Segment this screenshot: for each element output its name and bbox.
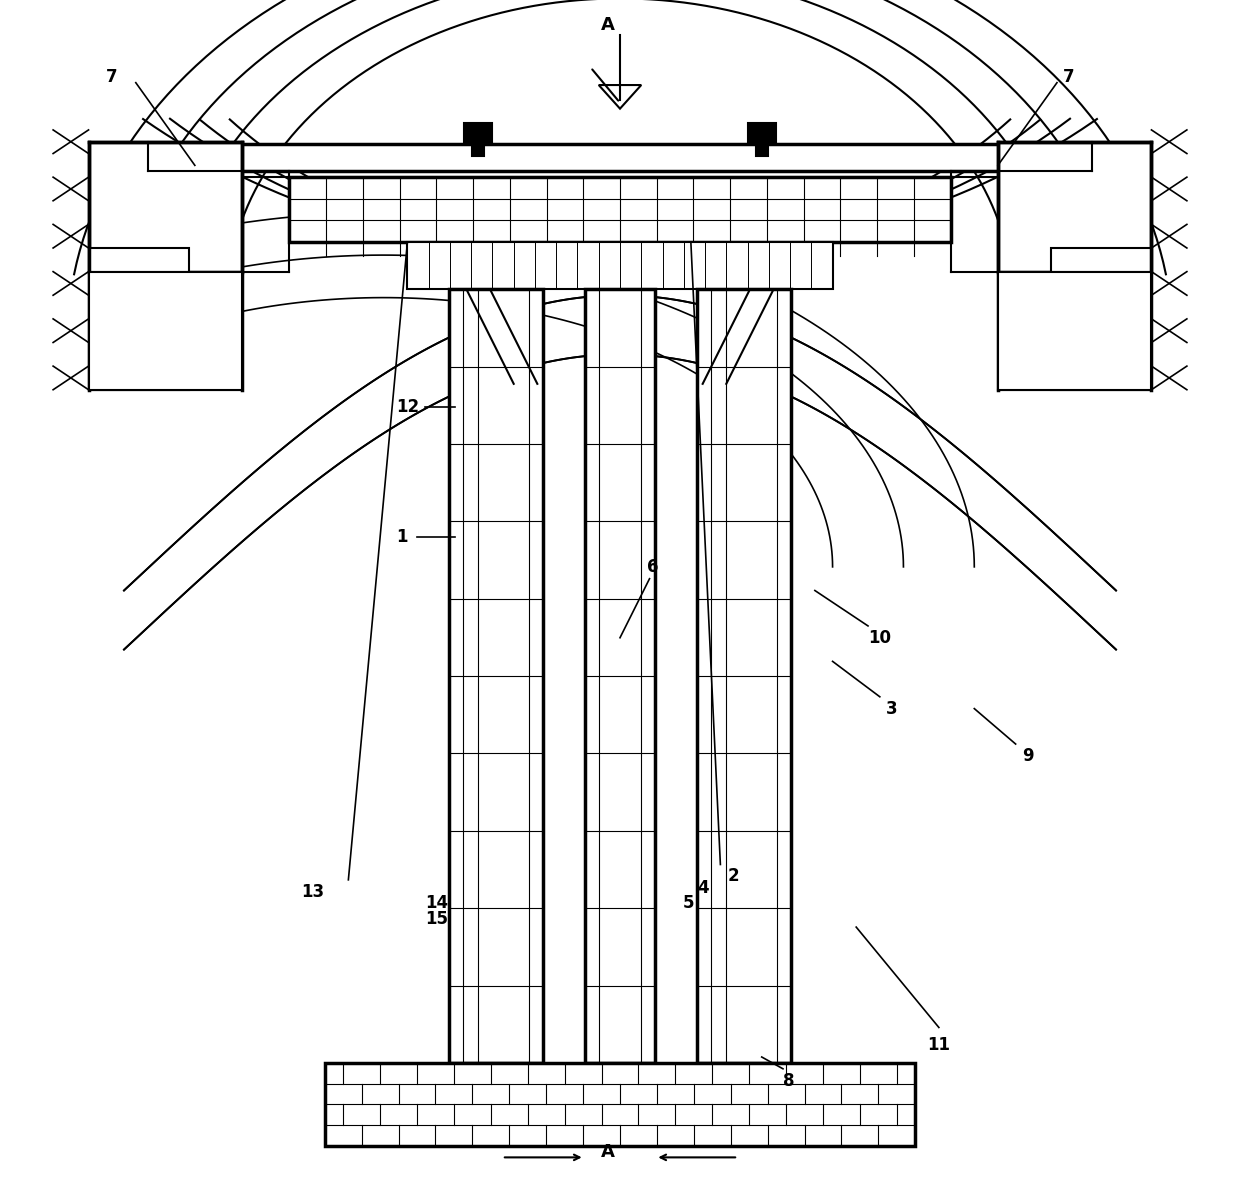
Bar <box>88 142 242 272</box>
Text: 5: 5 <box>683 894 694 913</box>
Bar <box>289 177 951 242</box>
Bar <box>325 1063 915 1146</box>
Bar <box>756 142 768 156</box>
Bar <box>449 289 543 1063</box>
Text: 3: 3 <box>885 699 898 718</box>
Text: 8: 8 <box>784 1071 795 1090</box>
Bar <box>748 123 776 144</box>
Text: 6: 6 <box>647 557 658 576</box>
Text: 14: 14 <box>425 894 449 913</box>
Bar <box>584 289 656 1063</box>
Bar <box>472 142 484 156</box>
Text: 7: 7 <box>1063 67 1075 86</box>
Bar <box>697 289 791 1063</box>
Bar <box>148 144 1092 171</box>
Text: 11: 11 <box>928 1036 950 1055</box>
Text: 4: 4 <box>697 879 708 898</box>
Text: 7: 7 <box>107 67 118 86</box>
Text: 10: 10 <box>868 628 892 647</box>
Text: 13: 13 <box>301 882 325 901</box>
Bar <box>998 272 1152 390</box>
Text: 12: 12 <box>396 398 419 417</box>
Text: 1: 1 <box>396 528 407 547</box>
Bar <box>408 242 832 289</box>
Text: 15: 15 <box>425 909 449 928</box>
Bar <box>1052 248 1152 390</box>
Text: 9: 9 <box>1022 746 1033 765</box>
Bar <box>464 123 492 144</box>
Text: A: A <box>601 15 615 33</box>
Bar <box>88 272 242 390</box>
Text: 2: 2 <box>728 867 739 886</box>
Bar <box>998 142 1152 272</box>
Text: A: A <box>601 1143 615 1161</box>
Bar <box>88 248 188 390</box>
